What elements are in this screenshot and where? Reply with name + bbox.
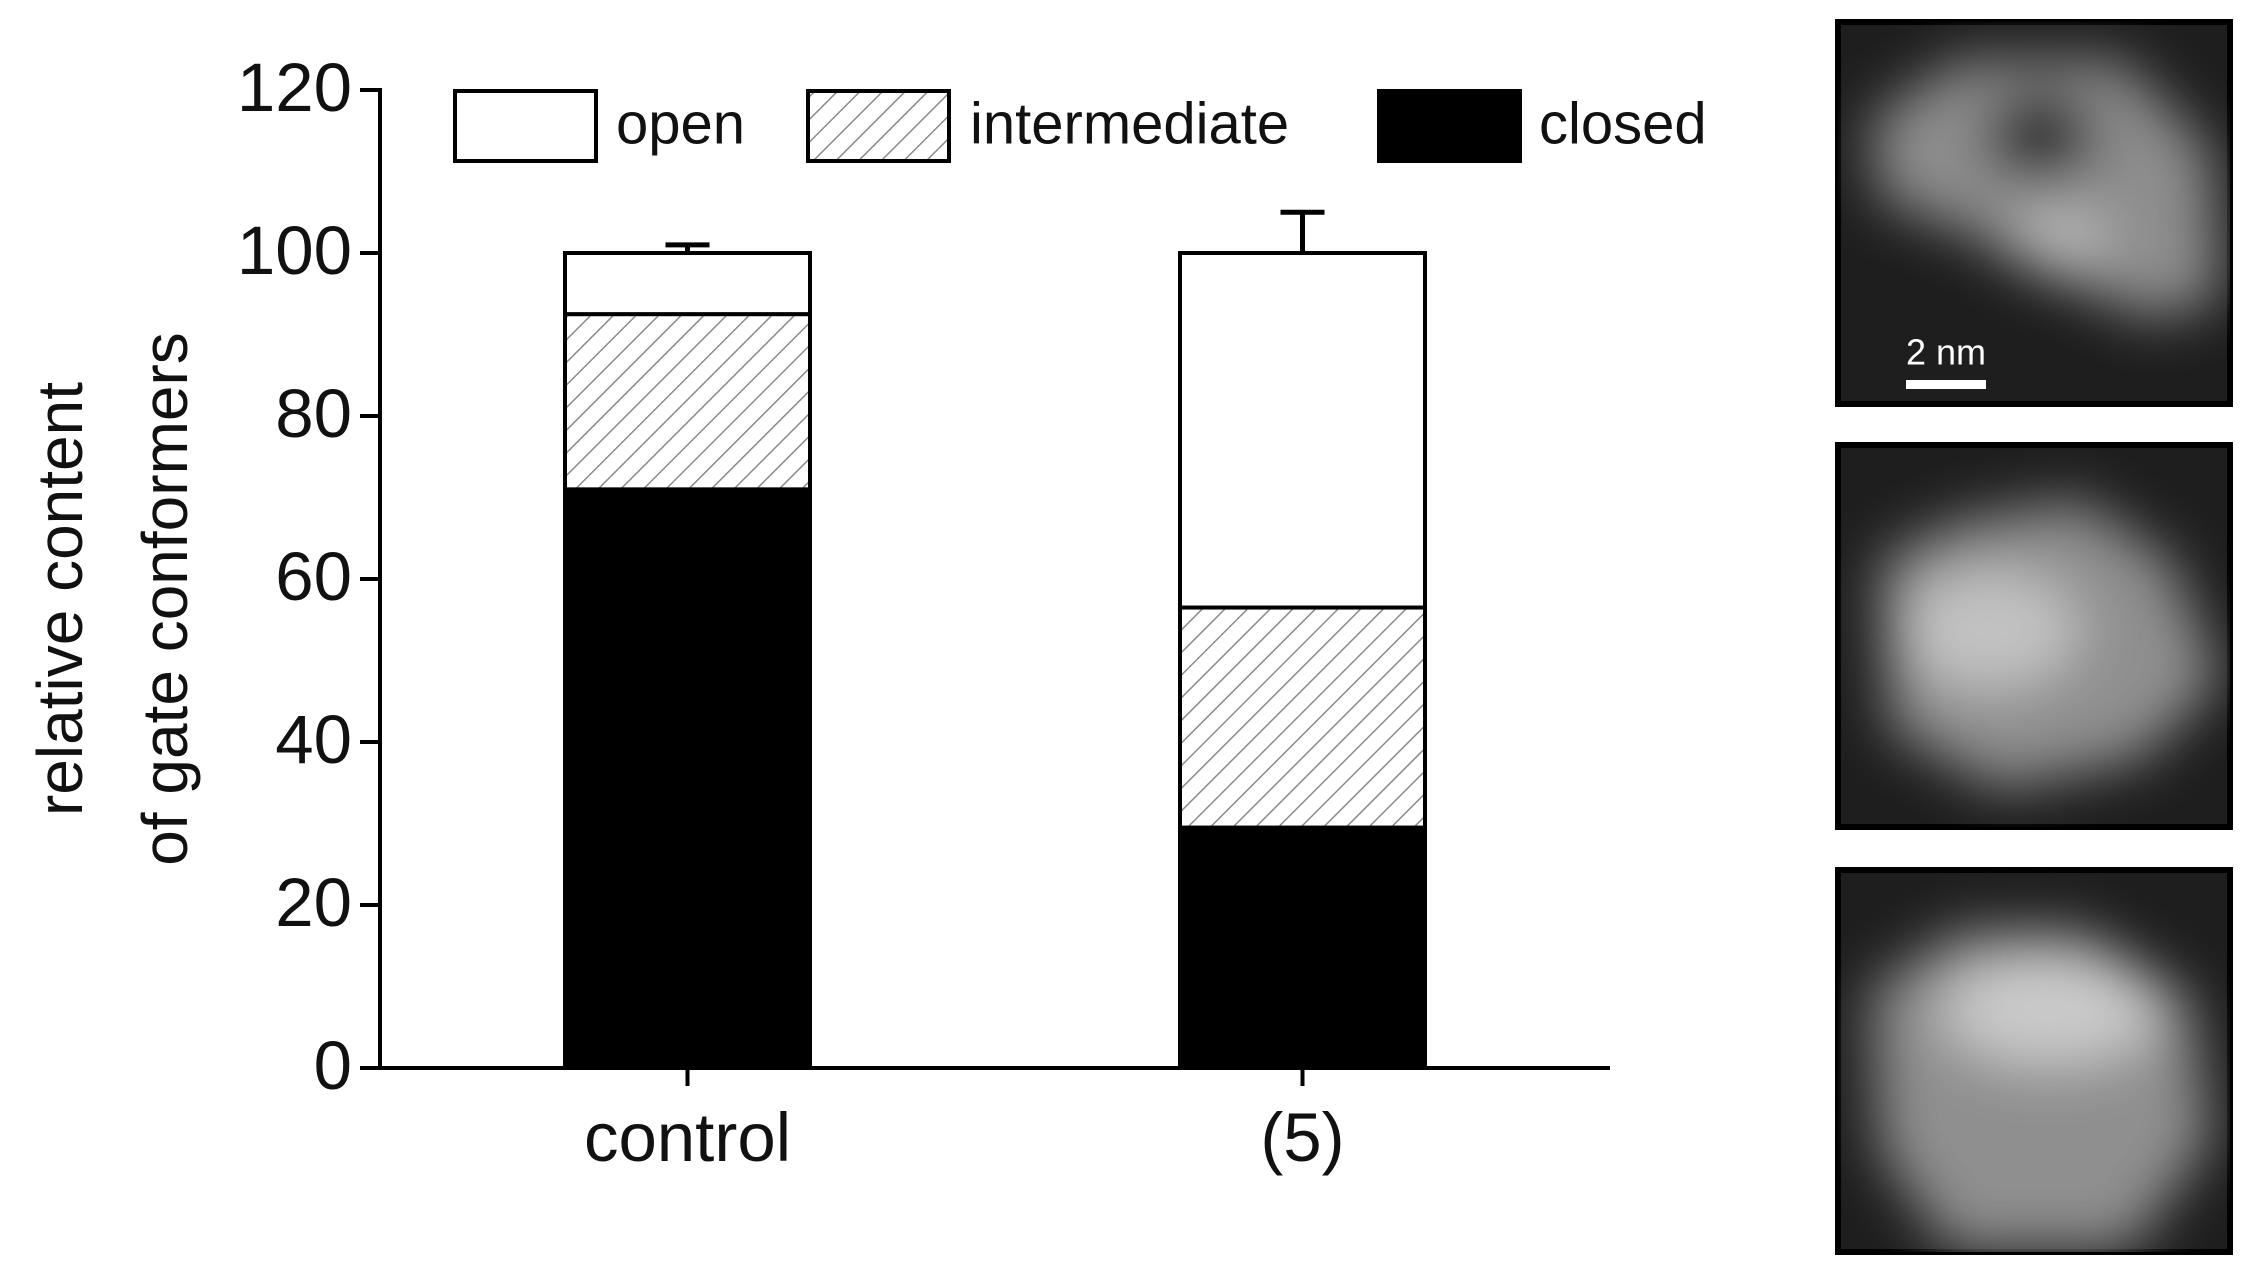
bar-segment <box>1178 251 1427 610</box>
y-tick-label: 0 <box>314 1027 352 1104</box>
micrograph-panels: 2 nm <box>1835 19 2233 1255</box>
error-bar <box>665 242 710 253</box>
y-tick-label: 40 <box>275 701 352 778</box>
legend-swatch <box>453 89 598 163</box>
bar-segment <box>563 487 812 1071</box>
x-tick-label: (5) <box>1260 1099 1344 1176</box>
y-axis-label: of gate conformers <box>129 332 201 866</box>
y-tick-label: 120 <box>237 49 352 126</box>
legend-label: open <box>616 91 745 156</box>
bar-segment <box>563 251 812 317</box>
legend-swatch <box>806 89 951 163</box>
scale-bar-label: 2 nm <box>1906 332 1986 373</box>
y-tick-label: 20 <box>275 864 352 941</box>
legend-label: intermediate <box>970 91 1289 156</box>
y-tick-label: 60 <box>275 538 352 615</box>
y-axis-label: relative content <box>24 382 96 816</box>
bar-segment <box>1178 605 1427 830</box>
x-tick-label: control <box>584 1099 791 1176</box>
bar-segment <box>1178 825 1427 1071</box>
bar-segment <box>563 312 812 492</box>
y-tick-label: 100 <box>237 212 352 289</box>
legend-swatch <box>1377 89 1522 163</box>
legend-label: closed <box>1539 91 1707 156</box>
error-bar <box>1280 209 1325 253</box>
y-tick-label: 80 <box>275 375 352 452</box>
